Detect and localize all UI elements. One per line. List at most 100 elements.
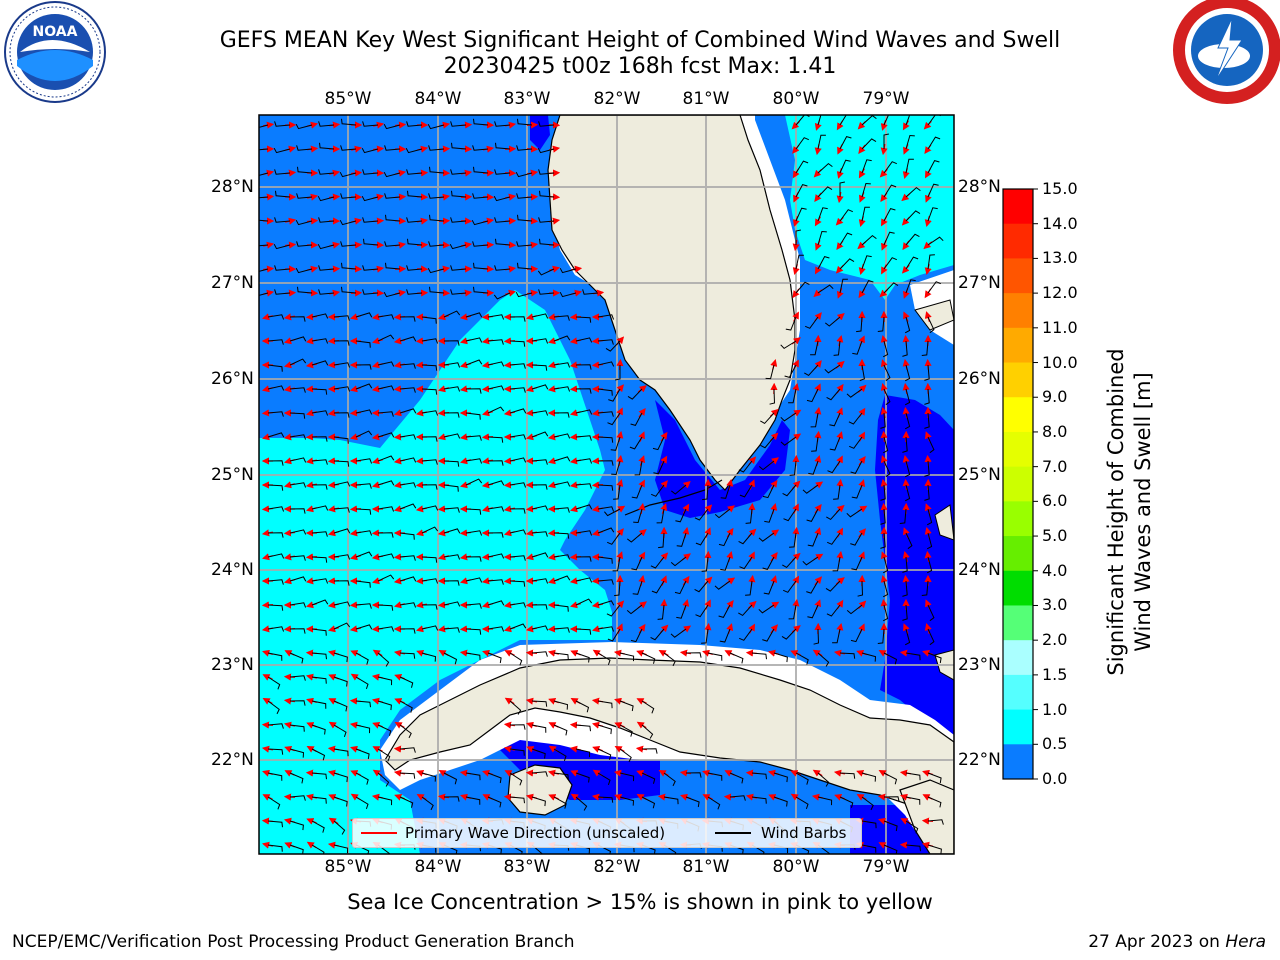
wind-barb (355, 652, 369, 665)
wind-barb (355, 508, 372, 515)
wind-barb (311, 313, 329, 319)
wind-barb (738, 460, 753, 473)
wind-barb (399, 363, 416, 369)
wind-barb (289, 316, 306, 322)
wind-barb (465, 478, 483, 486)
map-frame (258, 114, 955, 855)
wind-barb (531, 724, 547, 733)
wind-barb (311, 556, 328, 563)
wind-barb (487, 460, 504, 466)
wind-barb (421, 388, 438, 395)
wind-barb (340, 145, 357, 151)
wave-legend-label: Primary Wave Direction (unscaled) (405, 824, 666, 842)
wind-barb (613, 484, 621, 500)
wind-barb (509, 457, 527, 463)
wind-barb (377, 652, 390, 667)
wind-barb (399, 576, 417, 582)
wind-barb (634, 460, 643, 476)
wind-barb (795, 184, 808, 198)
wind-barb (362, 169, 379, 175)
wind-barb (597, 484, 614, 491)
wind-barb (399, 724, 412, 739)
wind-barb (924, 484, 930, 501)
wind-barb (289, 508, 306, 514)
wind-barb (487, 626, 505, 632)
wind-barb (428, 241, 445, 247)
wind-barb (538, 169, 555, 175)
wind-barb (355, 364, 372, 370)
wind-barb (905, 115, 911, 126)
wind-barb (846, 604, 863, 615)
wind-barb (311, 772, 327, 780)
wind-barb (406, 217, 423, 223)
wind-barb (465, 603, 482, 609)
wind-barb (927, 604, 935, 622)
wind-barb (739, 484, 753, 498)
wind-barb (675, 508, 687, 523)
wind-barb (641, 796, 656, 809)
wind-barb (810, 412, 819, 428)
wind-barb (905, 796, 921, 805)
wind-barb (780, 436, 797, 446)
wind-barb (259, 292, 269, 296)
wind-barb (297, 166, 313, 174)
wind-barb (383, 291, 401, 298)
nws-logo (1173, 0, 1280, 104)
colorbar-segment (1003, 501, 1033, 537)
wind-barb (274, 289, 291, 295)
wind-barb (531, 364, 548, 371)
wind-barb (273, 243, 291, 250)
wind-barb (531, 625, 549, 631)
wind-barb (487, 796, 502, 808)
wind-barb (861, 234, 877, 246)
wind-barb (760, 436, 775, 449)
wind-barb (802, 484, 819, 494)
wind-barb (355, 430, 373, 438)
wind-barb (487, 579, 504, 585)
wind-legend-swatch (715, 832, 751, 834)
wind-barb (449, 243, 467, 250)
wind-barb (575, 652, 590, 663)
wind-barb (702, 484, 709, 501)
wind-barb (883, 231, 895, 246)
wind-barb (473, 118, 489, 126)
wind-barb (509, 724, 526, 730)
wind-barb (905, 652, 921, 661)
wind-barb (780, 340, 797, 350)
wind-barb (575, 337, 593, 343)
wind-barb (267, 432, 285, 438)
wind-barb (493, 292, 511, 300)
wind-barb (494, 121, 511, 127)
wind-barb (465, 412, 481, 420)
wind-barb (883, 208, 896, 222)
wind-barb (406, 289, 423, 295)
wind-barb (267, 579, 284, 585)
wind-barb (515, 171, 533, 178)
wind-barb (839, 258, 855, 270)
colorbar-segment (1003, 605, 1033, 641)
wind-barb (450, 169, 467, 175)
wind-barb (926, 556, 933, 574)
colorbar-tick-label: 14.0 (1042, 213, 1078, 233)
wind-barb (289, 628, 306, 634)
wind-barb (883, 133, 889, 149)
wind-barb (701, 556, 709, 572)
wind-barb (539, 238, 555, 246)
colorbar-tick-label: 0.5 (1042, 734, 1068, 754)
wind-barb (355, 580, 371, 588)
wind-barb (861, 280, 874, 294)
wind-barb (399, 316, 416, 322)
colorbar-frame (1002, 188, 1034, 780)
footer-date-text: 27 Apr 2023 on (1088, 932, 1226, 952)
wind-barb (399, 387, 416, 393)
wind-barb (465, 772, 481, 781)
wind-barb (795, 254, 804, 270)
wind-barb (857, 580, 864, 597)
wind-barb (473, 286, 489, 294)
wind-barb (817, 230, 827, 246)
wind-barb (651, 580, 665, 594)
colorbar-segment (1003, 674, 1033, 711)
wind-barb (538, 217, 555, 223)
wind-barb (824, 316, 841, 327)
wind-barb (509, 508, 526, 514)
